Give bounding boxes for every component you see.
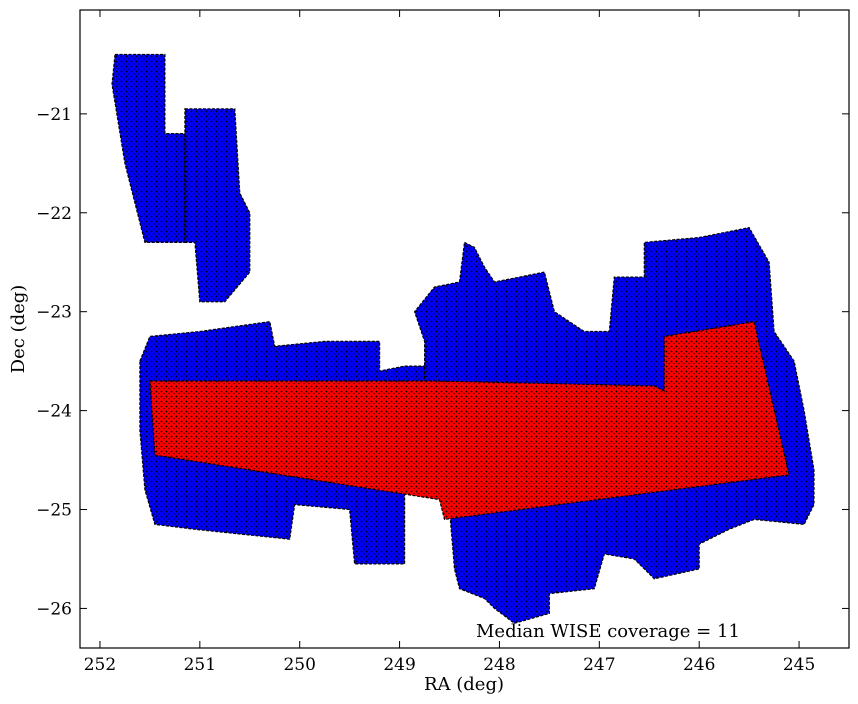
- x-tick-label: 250: [283, 655, 315, 675]
- blue-point-region: [184, 108, 251, 303]
- y-tick-label: −25: [36, 501, 72, 521]
- red-points-series: [149, 320, 790, 521]
- x-tick-label: 247: [583, 655, 615, 675]
- x-tick-label: 246: [683, 655, 715, 675]
- y-tick-label: −24: [36, 402, 72, 422]
- y-tick-label: −22: [36, 204, 72, 224]
- annotation-text: Median WISE coverage = 11: [476, 621, 740, 642]
- y-tick-label: −26: [36, 599, 72, 619]
- red-point-region: [149, 320, 790, 521]
- y-axis-label: Dec (deg): [8, 285, 29, 374]
- x-tick-label: 251: [184, 655, 216, 675]
- blue-point-region: [111, 53, 186, 243]
- ticks-layer: 252 251 250 249 248 247 246 245 −21 −22 −23 −24 −25 −…: [36, 10, 849, 675]
- x-tick-label: 252: [84, 655, 116, 675]
- data-layer: [111, 53, 815, 624]
- plot-frame: [79, 9, 850, 649]
- x-axis-label: RA (deg): [424, 674, 504, 695]
- y-tick-label: −21: [36, 105, 72, 125]
- y-tick-label: −23: [36, 303, 72, 323]
- x-tick-label: 249: [383, 655, 415, 675]
- x-tick-label: 248: [483, 655, 515, 675]
- x-tick-label: 245: [783, 655, 815, 675]
